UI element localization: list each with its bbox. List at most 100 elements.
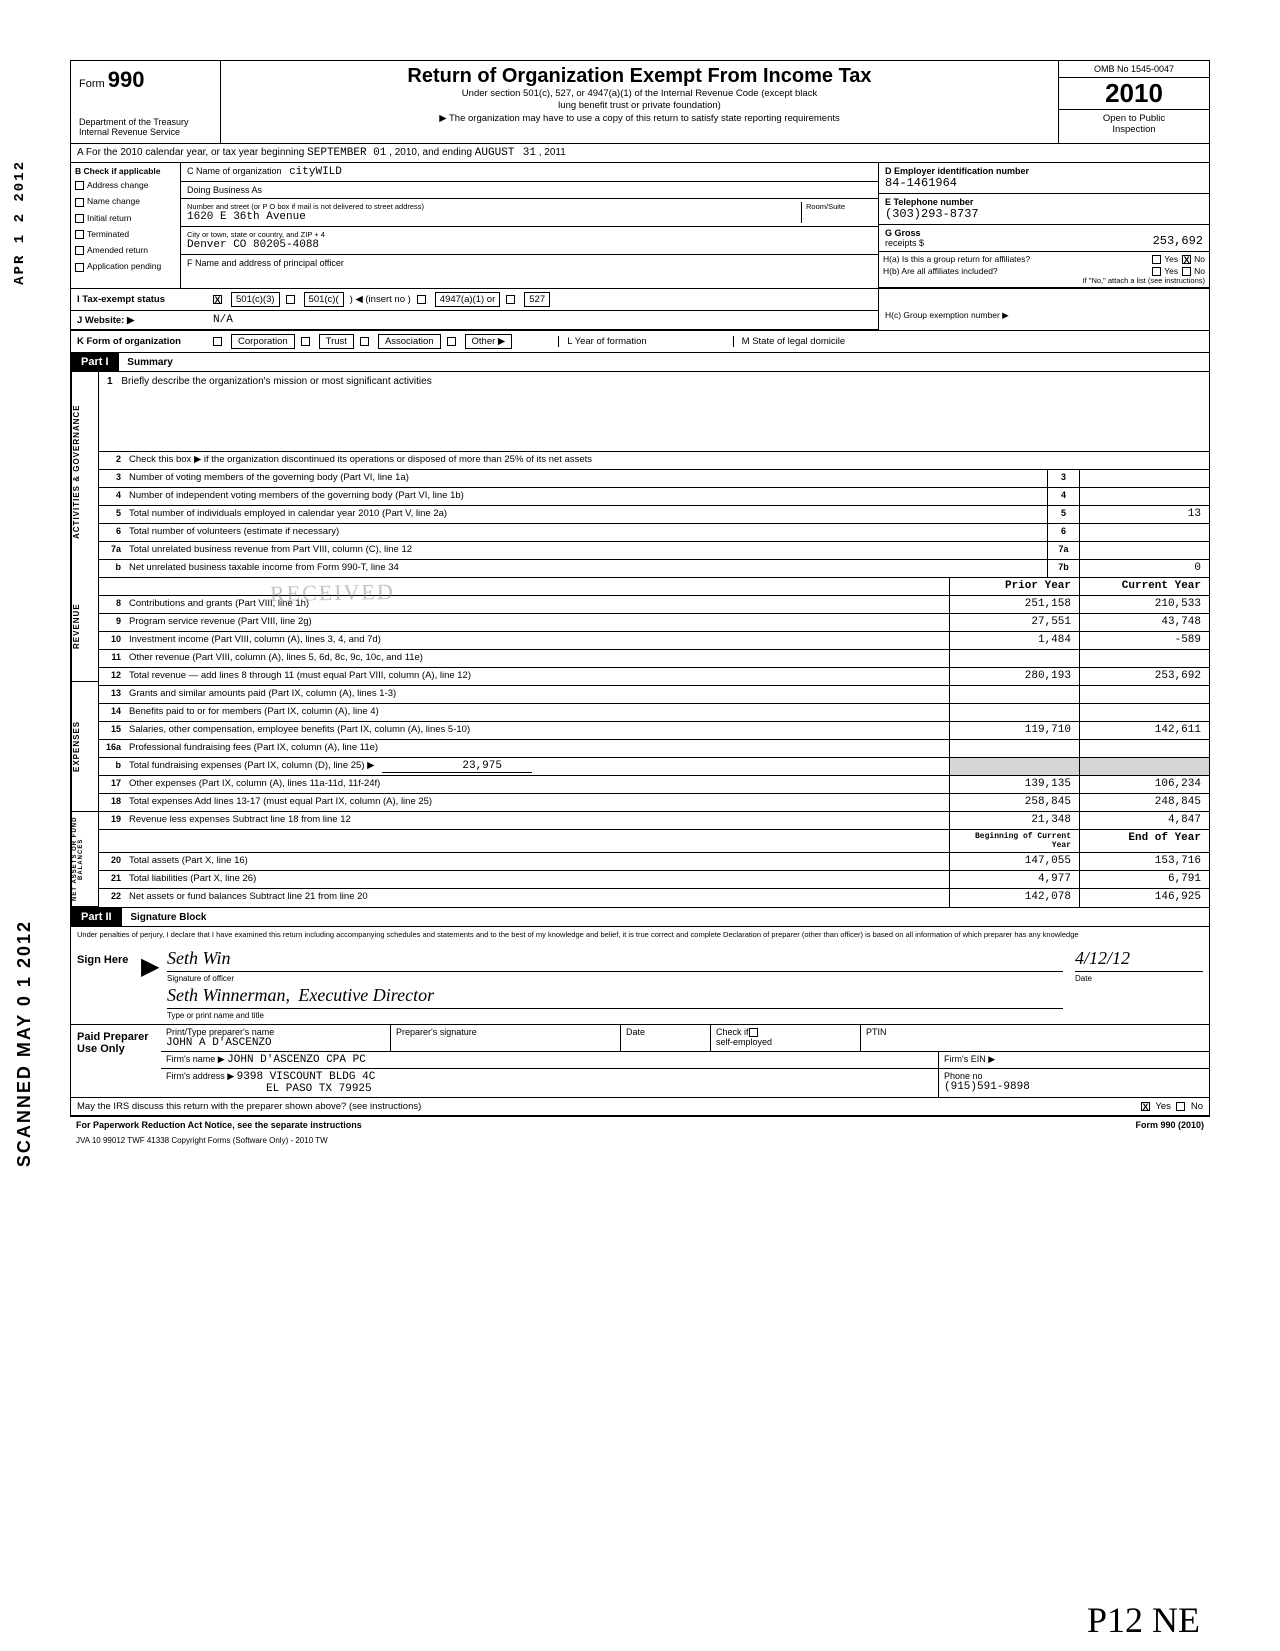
chk-app-pending[interactable]: [75, 263, 84, 272]
chk-terminated[interactable]: [75, 230, 84, 239]
tax-year: 2010: [1059, 78, 1209, 110]
chk-hb-yes[interactable]: [1152, 267, 1161, 276]
open-public: Open to Public: [1103, 113, 1165, 124]
part-1-title: Summary: [121, 354, 179, 371]
hb-yes: Yes: [1164, 266, 1178, 276]
chk-name-change[interactable]: [75, 198, 84, 207]
chk-501c[interactable]: [286, 295, 295, 304]
line-8: Contributions and grants (Part VIII, lin…: [125, 596, 949, 613]
line-13: Grants and similar amounts paid (Part IX…: [125, 686, 949, 703]
dept-treasury: Department of the Treasury: [79, 117, 212, 127]
omb-number: OMB No 1545-0047: [1059, 61, 1209, 78]
opt-4947: 4947(a)(1) or: [435, 292, 500, 307]
line-17: Other expenses (Part IX, column (A), lin…: [125, 776, 949, 793]
line-20-prior: 147,055: [949, 853, 1079, 870]
line-17-current: 106,234: [1079, 776, 1209, 793]
subtitle-1: Under section 501(c), 527, or 4947(a)(1)…: [229, 88, 1050, 100]
officer-title: Executive Director: [298, 985, 434, 1005]
handwritten-note: P12 NE: [1087, 1599, 1200, 1641]
chk-discuss-no[interactable]: [1176, 1102, 1185, 1111]
firm-phone-label: Phone no: [944, 1071, 983, 1081]
line-7a: Total unrelated business revenue from Pa…: [125, 542, 1047, 559]
line-a-pre: A For the 2010 calendar year, or tax yea…: [77, 147, 304, 158]
line-k: K Form of organization Corporation Trust…: [71, 331, 1209, 353]
prep-date-label: Date: [621, 1025, 711, 1051]
hc-label: H(c) Group exemption number ▶: [885, 310, 1203, 321]
line-22: Net assets or fund balances Subtract lin…: [125, 889, 949, 907]
chk-ha-no[interactable]: [1182, 255, 1191, 264]
line-2: Check this box ▶ if the organization dis…: [125, 452, 1209, 469]
room-suite-label: Room/Suite: [802, 202, 872, 223]
form-title: Return of Organization Exempt From Incom…: [229, 65, 1050, 88]
part-2-title: Signature Block: [124, 909, 212, 926]
chk-501c3[interactable]: [213, 295, 222, 304]
sig-date: 4/12/12: [1075, 948, 1130, 968]
col-beginning-year: Beginning of Current Year: [949, 830, 1079, 852]
chk-527[interactable]: [506, 295, 515, 304]
chk-amended[interactable]: [75, 246, 84, 255]
chk-discuss-yes[interactable]: [1141, 1102, 1150, 1111]
form-number: 990: [108, 67, 145, 92]
line-9-current: 43,748: [1079, 614, 1209, 631]
self-employed-label: self-employed: [716, 1037, 772, 1047]
chk-hb-no[interactable]: [1182, 267, 1191, 276]
jva-line: JVA 10 99012 TWF 41338 Copyright Forms (…: [70, 1133, 1210, 1148]
line-7b-val: 0: [1079, 560, 1209, 577]
phone-label: E Telephone number: [885, 197, 1203, 207]
chk-4947[interactable]: [417, 295, 426, 304]
chk-address-change[interactable]: [75, 181, 84, 190]
line-16b: Total fundraising expenses (Part IX, col…: [129, 760, 374, 771]
line-12: Total revenue — add lines 8 through 11 (…: [125, 668, 949, 685]
line-a-tax-year: A For the 2010 calendar year, or tax yea…: [71, 144, 1209, 163]
prep-name: JOHN A D'ASCENZO: [166, 1037, 385, 1049]
col-prior-year: Prior Year: [949, 578, 1079, 595]
prep-sig-label: Preparer's signature: [391, 1025, 621, 1051]
entity-block: B Check if applicable Address change Nam…: [71, 163, 1209, 289]
city-label: City or town, state or country, and ZIP …: [187, 230, 872, 239]
form-org-label: K Form of organization: [77, 336, 207, 347]
form-ref: Form 990 (2010): [1135, 1120, 1204, 1130]
discuss-question: May the IRS discuss this return with the…: [77, 1101, 1141, 1112]
line-21: Total liabilities (Part X, line 26): [125, 871, 949, 888]
tax-status-label: I Tax-exempt status: [77, 294, 207, 305]
chk-initial-return[interactable]: [75, 214, 84, 223]
gross-label: G Gross: [885, 228, 921, 238]
hb-no: No: [1194, 266, 1205, 276]
discuss-yes: Yes: [1155, 1101, 1171, 1112]
perjury-declaration: Under penalties of perjury, I declare th…: [71, 927, 1209, 942]
opt-corp: Corporation: [231, 334, 295, 349]
line-5-val: 13: [1079, 506, 1209, 523]
inspection: Inspection: [1112, 124, 1155, 135]
line-16b-val: 23,975: [382, 760, 532, 773]
chk-other[interactable]: [447, 337, 456, 346]
col-current-year: Current Year: [1079, 578, 1209, 595]
opt-other: Other ▶: [465, 334, 513, 349]
part-2-header-row: Part II Signature Block: [71, 907, 1209, 927]
line-a-end-day: 31: [523, 147, 536, 159]
chk-self-employed[interactable]: [749, 1028, 758, 1037]
website-label: J Website: ▶: [77, 315, 207, 326]
receipts-label: receipts $: [885, 238, 924, 248]
side-activities: ACTIVITIES & GOVERNANCE: [71, 372, 99, 572]
line-18-prior: 258,845: [949, 794, 1079, 811]
block-b-header: B Check if applicable: [75, 166, 176, 176]
ein-label: D Employer identification number: [885, 166, 1203, 176]
line-19-current: 4,847: [1079, 812, 1209, 829]
chk-ha-yes[interactable]: [1152, 255, 1161, 264]
line-8-prior: 251,158: [949, 596, 1079, 613]
gross-receipts: 253,692: [1153, 234, 1203, 248]
scanned-stamp: SCANNED MAY 0 1 2012: [14, 920, 35, 1167]
line-19: Revenue less expenses Subtract line 18 f…: [125, 812, 949, 829]
col-end-year: End of Year: [1079, 830, 1209, 852]
line-12-current: 253,692: [1079, 668, 1209, 685]
chk-trust[interactable]: [301, 337, 310, 346]
firm-city: EL PASO TX 79925: [166, 1083, 372, 1095]
year-formation-label: L Year of formation: [558, 336, 646, 347]
line-20: Total assets (Part X, line 16): [125, 853, 949, 870]
line-a-end-month: AUGUST: [475, 147, 515, 159]
org-city: Denver CO 80205-4088: [187, 239, 872, 251]
prep-name-label: Print/Type preparer's name: [166, 1027, 385, 1037]
chk-assoc[interactable]: [360, 337, 369, 346]
chk-corp[interactable]: [213, 337, 222, 346]
date-stamp: APR 1 2 2012: [12, 160, 28, 285]
